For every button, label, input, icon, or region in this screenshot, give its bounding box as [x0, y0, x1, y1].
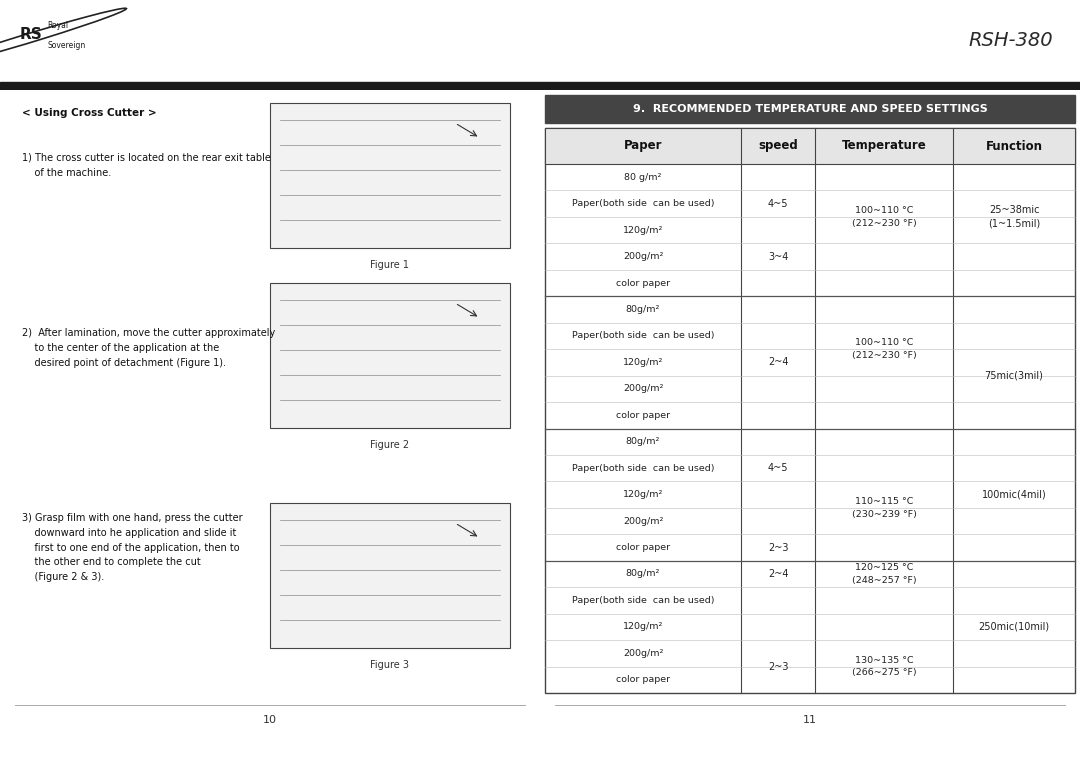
- Text: Paper(both side  can be used): Paper(both side can be used): [571, 464, 714, 472]
- Text: RSH-380: RSH-380: [969, 31, 1053, 50]
- Text: speed: speed: [758, 140, 798, 153]
- Text: Paper: Paper: [624, 140, 662, 153]
- Text: < Using Cross Cutter >: < Using Cross Cutter >: [22, 108, 157, 118]
- Text: 1) The cross cutter is located on the rear exit table
    of the machine.: 1) The cross cutter is located on the re…: [22, 153, 271, 178]
- Text: Paper(both side  can be used): Paper(both side can be used): [571, 199, 714, 208]
- Text: Function: Function: [986, 140, 1042, 153]
- Text: color paper: color paper: [616, 411, 670, 420]
- Text: 3~4: 3~4: [768, 252, 788, 262]
- Text: 100mic(4mil): 100mic(4mil): [982, 490, 1047, 500]
- Text: Royal: Royal: [48, 21, 69, 30]
- Text: 3) Grasp film with one hand, press the cutter
    downward into he application a: 3) Grasp film with one hand, press the c…: [22, 513, 243, 582]
- Bar: [545, 95, 1075, 123]
- Text: 120g/m²: 120g/m²: [623, 226, 663, 235]
- Text: Temperature: Temperature: [841, 140, 927, 153]
- Text: 80g/m²: 80g/m²: [626, 305, 660, 314]
- Text: 100~110 °C
(212~230 °F): 100~110 °C (212~230 °F): [852, 339, 917, 360]
- Text: Figure 1: Figure 1: [370, 260, 409, 270]
- Bar: [270, 283, 510, 428]
- Text: RS: RS: [19, 27, 42, 41]
- Text: color paper: color paper: [616, 279, 670, 287]
- Bar: [545, 128, 1075, 693]
- Text: 200g/m²: 200g/m²: [623, 384, 663, 393]
- Bar: [270, 103, 510, 248]
- Text: 110~115 °C
(230~239 °F): 110~115 °C (230~239 °F): [852, 497, 917, 518]
- Text: 75mic(3mil): 75mic(3mil): [985, 371, 1043, 381]
- Text: 11: 11: [804, 715, 816, 725]
- Text: 130~135 °C
(266~275 °F): 130~135 °C (266~275 °F): [852, 656, 917, 677]
- Bar: [0, 82, 1080, 90]
- Text: 80 g/m²: 80 g/m²: [624, 173, 662, 182]
- Text: 250mic(10mil): 250mic(10mil): [978, 622, 1050, 632]
- Text: 2~4: 2~4: [768, 569, 788, 579]
- Text: 80g/m²: 80g/m²: [626, 437, 660, 446]
- Bar: [545, 128, 1075, 164]
- Text: 200g/m²: 200g/m²: [623, 649, 663, 658]
- Text: 200g/m²: 200g/m²: [623, 252, 663, 261]
- Text: 2~4: 2~4: [768, 357, 788, 367]
- Text: 200g/m²: 200g/m²: [623, 517, 663, 525]
- Text: Sovereign: Sovereign: [48, 41, 85, 49]
- Text: 120g/m²: 120g/m²: [623, 358, 663, 367]
- Text: 100~110 °C
(212~230 °F): 100~110 °C (212~230 °F): [852, 206, 917, 227]
- Text: Paper(both side  can be used): Paper(both side can be used): [571, 332, 714, 340]
- Text: 2~3: 2~3: [768, 542, 788, 552]
- Text: 2~3: 2~3: [768, 661, 788, 671]
- Text: 10: 10: [264, 715, 276, 725]
- Text: 120~125 °C
(248~257 °F): 120~125 °C (248~257 °F): [852, 563, 917, 584]
- Text: 2)  After lamination, move the cutter approximately
    to the center of the app: 2) After lamination, move the cutter app…: [22, 328, 275, 368]
- Text: 120g/m²: 120g/m²: [623, 490, 663, 499]
- Text: color paper: color paper: [616, 675, 670, 684]
- Bar: [270, 503, 510, 648]
- Text: 9.  RECOMMENDED TEMPERATURE AND SPEED SETTINGS: 9. RECOMMENDED TEMPERATURE AND SPEED SET…: [633, 104, 987, 114]
- Text: 4~5: 4~5: [768, 199, 788, 209]
- Text: Paper(both side  can be used): Paper(both side can be used): [571, 596, 714, 605]
- Text: 120g/m²: 120g/m²: [623, 622, 663, 631]
- Text: 25~38mic
(1~1.5mil): 25~38mic (1~1.5mil): [988, 205, 1040, 229]
- Text: Figure 2: Figure 2: [370, 440, 409, 450]
- Text: 4~5: 4~5: [768, 463, 788, 473]
- Text: color paper: color paper: [616, 543, 670, 552]
- Text: Figure 3: Figure 3: [370, 660, 409, 670]
- Text: 80g/m²: 80g/m²: [626, 570, 660, 578]
